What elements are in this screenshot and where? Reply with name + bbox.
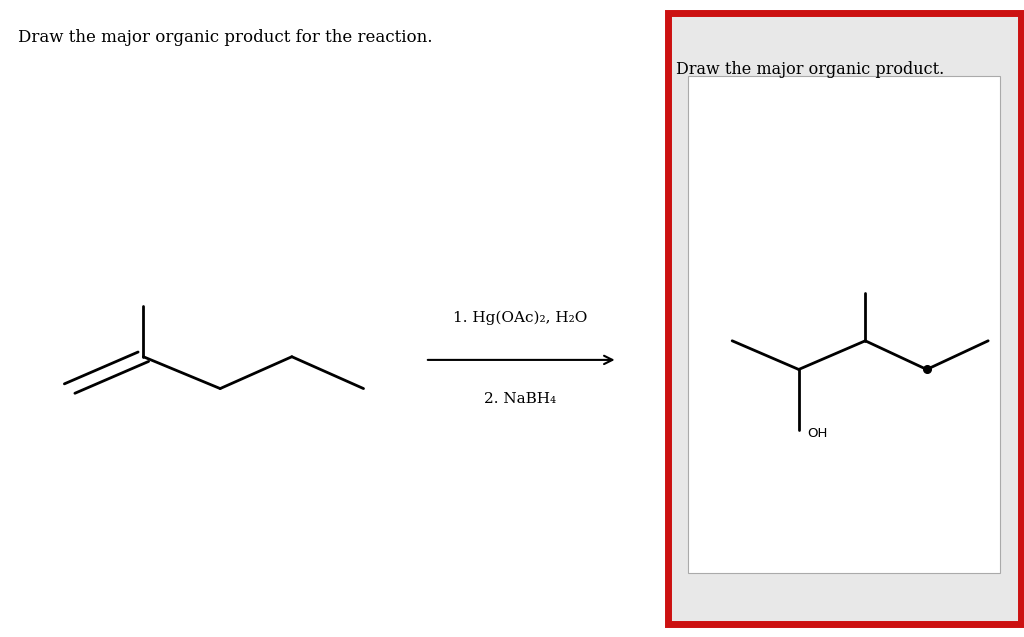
Text: 2. NaBH₄: 2. NaBH₄ xyxy=(484,392,556,406)
Text: OH: OH xyxy=(807,427,827,440)
Text: 1. Hg(OAc)₂, H₂O: 1. Hg(OAc)₂, H₂O xyxy=(453,310,588,325)
Bar xyxy=(668,13,1021,624)
Bar xyxy=(668,13,1021,624)
Bar xyxy=(688,76,1000,573)
Text: Draw the major organic product.: Draw the major organic product. xyxy=(676,61,944,78)
Text: Draw the major organic product for the reaction.: Draw the major organic product for the r… xyxy=(18,29,433,46)
